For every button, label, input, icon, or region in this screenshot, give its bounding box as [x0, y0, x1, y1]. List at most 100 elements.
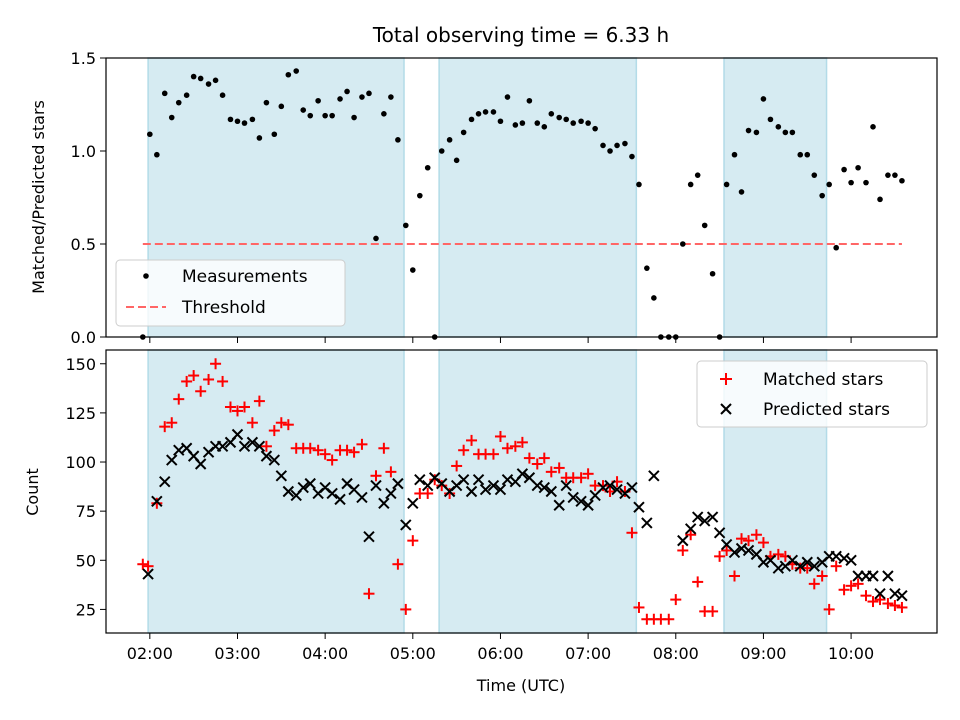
- measurement-point: [438, 148, 445, 154]
- predicted-star-point: [363, 530, 375, 543]
- matched-star-point: [348, 446, 360, 458]
- measurement-point: [863, 179, 869, 186]
- measurement-point: [278, 103, 285, 110]
- x-tick-label: 02:00: [127, 644, 173, 663]
- measurement-point: [833, 244, 839, 251]
- measurement-point: [804, 151, 811, 158]
- matched-star-point: [341, 444, 353, 456]
- predicted-star-point: [567, 491, 579, 504]
- top-plot-frame: [105, 57, 938, 338]
- matched-star-point: [444, 487, 456, 499]
- matched-star-point: [582, 468, 594, 480]
- predicted-star-point: [604, 479, 616, 492]
- x-tick-label: 08:00: [653, 644, 699, 663]
- measurement-point: [504, 94, 511, 100]
- matched-star-point: [874, 594, 886, 606]
- matched-star-point: [466, 434, 478, 446]
- measurement-point: [899, 177, 905, 184]
- predicted-star-point: [772, 562, 785, 574]
- matched-star-point: [509, 440, 521, 452]
- chart-title: Total observing time = 6.33 h: [372, 23, 669, 47]
- measurement-point: [651, 295, 657, 301]
- top-x-ticks: [149, 337, 852, 343]
- matched-star-point: [626, 527, 638, 539]
- predicted-star-point: [575, 495, 587, 508]
- measurement-point: [709, 270, 716, 277]
- matched-star-point: [816, 570, 828, 582]
- predicted-star-point: [677, 534, 689, 547]
- matched-star-point: [729, 570, 741, 582]
- measurement-point: [197, 75, 204, 82]
- predicted-star-point: [407, 497, 419, 509]
- predicted-star-point: [597, 481, 609, 494]
- predicted-star-point: [611, 483, 623, 496]
- measurement-point: [183, 92, 190, 98]
- top-y-tick-label: 1.5: [71, 49, 96, 68]
- measurement-point: [285, 71, 292, 78]
- matched-star-point: [685, 529, 697, 541]
- top-y-ticks: 0.0 0.5 1.0 1.5: [71, 49, 106, 347]
- predicted-star-point: [808, 560, 820, 572]
- matched-star-point: [356, 438, 368, 450]
- predicted-star-point: [735, 542, 748, 555]
- measurement-point: [892, 172, 898, 178]
- predicted-star-point: [553, 499, 565, 511]
- matched-star-point: [867, 596, 879, 608]
- matched-star-point: [736, 533, 748, 545]
- measurement-point: [395, 137, 401, 143]
- x-tick-label: 06:00: [477, 644, 523, 663]
- measurement-point: [212, 77, 219, 84]
- matched-star-point: [545, 466, 557, 478]
- matched-star-point: [860, 590, 872, 602]
- measurement-point: [293, 68, 300, 74]
- predicted-star-point: [684, 523, 697, 535]
- predicted-star-point: [392, 477, 404, 490]
- measurement-point: [767, 116, 774, 123]
- matched-star-point: [210, 358, 222, 370]
- measurement-point: [322, 112, 328, 119]
- top-shaded-band: [438, 57, 638, 338]
- predicted-star-point: [648, 470, 660, 482]
- matched-star-point: [217, 375, 229, 387]
- bottom-x-ticks: 02:00 03:00 04:00 05:00 06:00 07:00 08:00 09:00…: [127, 633, 874, 663]
- predicted-star-point: [698, 515, 711, 527]
- measurement-point: [519, 120, 526, 126]
- measurement-point: [219, 92, 226, 98]
- measurement-point: [497, 118, 504, 125]
- matched-star-point: [845, 580, 857, 592]
- matched-star-point: [772, 548, 784, 560]
- matched-star-point: [166, 417, 178, 429]
- matched-star-point: [326, 454, 338, 466]
- measurement-point: [512, 122, 519, 128]
- measurement-point: [600, 142, 606, 149]
- matched-star-point: [422, 487, 434, 499]
- matched-star-point: [260, 440, 272, 452]
- bottom-shaded-band: [147, 349, 405, 634]
- predicted-star-point: [231, 428, 244, 441]
- predicted-star-point: [304, 477, 316, 490]
- measurement-point: [848, 179, 854, 186]
- bottom-legend-matched-marker: [720, 373, 732, 385]
- predicted-star-point: [334, 493, 346, 506]
- predicted-star-point: [691, 511, 704, 523]
- measurement-point: [644, 265, 650, 271]
- predicted-star-point: [882, 570, 894, 582]
- top-legend-box: [115, 259, 346, 327]
- matched-star-point: [203, 373, 215, 385]
- measurement-point: [723, 181, 730, 188]
- matched-star-point: [692, 576, 704, 588]
- measurement-point: [490, 109, 497, 115]
- measurement-point: [329, 112, 335, 119]
- predicted-star-point: [326, 487, 338, 500]
- matched-star-point: [159, 421, 171, 433]
- bottom-y-tick-label: 150: [65, 355, 96, 374]
- predicted-star-point: [538, 481, 550, 494]
- measurement-point: [622, 140, 628, 147]
- predicted-star-point: [742, 544, 755, 557]
- bottom-y-tick-label: 25: [76, 600, 96, 619]
- measurement-point: [388, 94, 394, 100]
- top-measurement-points: [140, 68, 905, 340]
- measurement-point: [410, 267, 416, 273]
- top-legend-measurements-marker: [143, 273, 149, 279]
- predicted-star-point: [838, 552, 850, 565]
